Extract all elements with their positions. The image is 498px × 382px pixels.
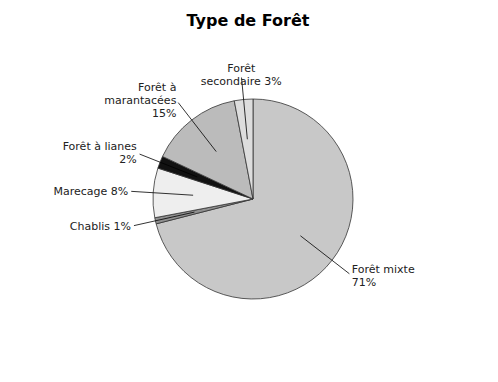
svg-text:Marecage 8%: Marecage 8% [53,185,128,198]
svg-text:Forêt àmarantacées15%: Forêt àmarantacées15% [104,81,176,120]
svg-text:Forêt mixte71%: Forêt mixte71% [352,263,415,289]
svg-text:Forêt à lianes2%: Forêt à lianes2% [63,140,137,166]
svg-text:Forêtsecondaire 3%: Forêtsecondaire 3% [201,62,282,88]
svg-text:Chablis 1%: Chablis 1% [70,220,131,233]
html-text:Type de Forêt: Type de Forêt [186,11,310,30]
